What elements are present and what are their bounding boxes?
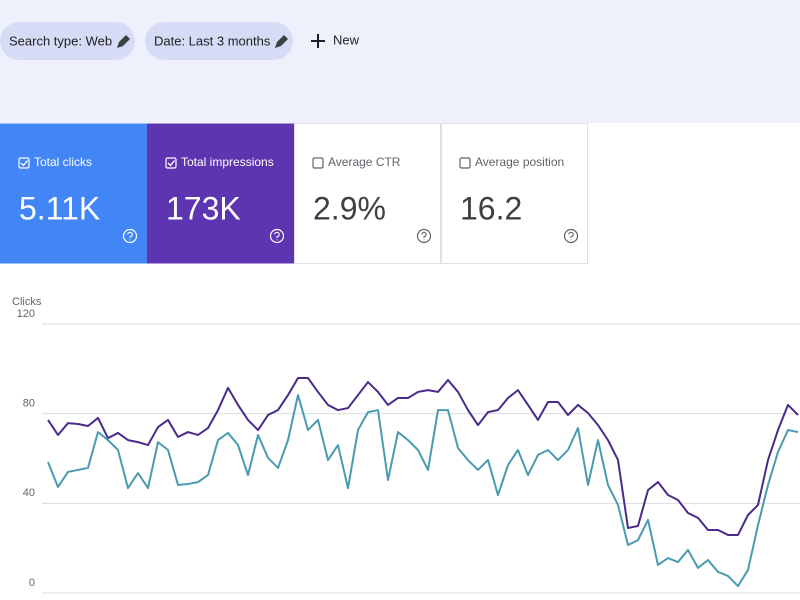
card-bg (147, 123, 294, 264)
y-tick-label: 40 (23, 487, 35, 499)
metric-card[interactable]: Average position 16.2 (441, 123, 588, 264)
y-axis-title: Clicks (12, 296, 42, 308)
metric-value: 173K (166, 190, 241, 226)
edit-icon (117, 35, 130, 48)
y-tick-label: 0 (29, 577, 35, 589)
filter-chip[interactable]: Search type: Web (0, 22, 135, 60)
chart-area (0, 263, 800, 600)
y-tick-label: 80 (23, 398, 35, 410)
series-line (47, 394, 799, 588)
checkbox (165, 157, 177, 169)
help-icon (563, 228, 579, 244)
help-glyph (421, 231, 427, 241)
help-icon (269, 228, 285, 244)
card-bg (294, 123, 441, 264)
chip-label: Search type: Web (9, 33, 112, 48)
filter-chip[interactable]: Date: Last 3 months (145, 22, 293, 60)
metric-value: 5.11K (19, 190, 100, 226)
card-bg (0, 123, 147, 264)
metric-label: Total clicks (34, 155, 92, 169)
series-line (47, 377, 799, 536)
chip-label: Date: Last 3 months (154, 33, 271, 48)
metric-label: Total impressions (181, 155, 274, 169)
help-icon (416, 228, 432, 244)
metric-card[interactable]: Average CTR 2.9% (294, 123, 441, 264)
checkbox (312, 157, 324, 169)
metric-value: 16.2 (460, 190, 522, 226)
metric-value: 2.9% (313, 190, 386, 226)
y-tick-label: 120 (17, 308, 35, 320)
card-bg (441, 123, 588, 264)
help-glyph (274, 231, 280, 241)
checkbox (459, 157, 471, 169)
chip-bg (145, 22, 293, 60)
metric-label: Average CTR (328, 155, 401, 169)
help-icon (122, 228, 138, 244)
metric-label: Average position (475, 155, 564, 169)
help-glyph (127, 231, 133, 241)
edit-icon (275, 35, 288, 48)
checkmark (167, 160, 176, 167)
toolbar (0, 0, 800, 123)
metric-card[interactable]: Total impressions 173K (147, 123, 294, 264)
plus-icon (311, 34, 325, 48)
metric-card[interactable]: Total clicks 5.11K (0, 123, 147, 264)
help-glyph (568, 231, 574, 241)
new-button[interactable]: New (311, 32, 360, 48)
chip-bg (0, 22, 135, 60)
new-label: New (333, 32, 360, 47)
checkmark (20, 160, 29, 167)
checkbox (18, 157, 30, 169)
